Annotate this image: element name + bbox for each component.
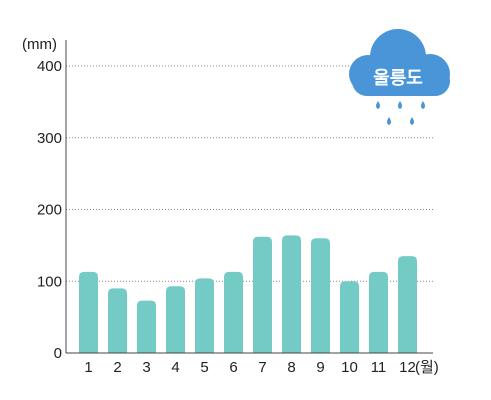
raindrops-icon [376,101,425,125]
x-unit-label: (월) [415,359,439,376]
x-tick-label: 8 [287,359,295,376]
cloud-icon [349,29,450,96]
y-tick-label: 100 [37,273,62,290]
bar-month-10 [340,281,359,353]
y-unit-label: (mm) [22,36,57,53]
bar-month-9 [311,238,330,353]
x-tick-label: 10 [341,359,358,376]
bar-month-6 [224,271,243,353]
x-tick-label: 4 [171,359,179,376]
y-tick-labels: 0 100 200 300 400 [37,58,62,362]
x-tick-label: 9 [316,359,324,376]
region-label: 울릉도 [373,68,423,89]
x-tick-label: 12 [399,359,416,376]
bar-month-12 [398,256,417,353]
y-tick-label: 0 [54,345,62,362]
bar-month-3 [137,300,156,353]
x-tick-label: 2 [113,359,121,376]
y-tick-label: 400 [37,58,62,75]
bars [79,235,417,353]
y-tick-label: 300 [37,130,62,147]
gridlines [66,65,433,282]
y-tick-label: 200 [37,202,62,219]
bar-month-4 [166,286,185,353]
x-tick-label: 5 [200,359,208,376]
x-tick-labels: 1 2 3 4 5 6 7 8 9 10 11 12 [84,359,416,376]
bar-month-1 [79,271,98,353]
x-tick-label: 11 [371,359,387,376]
bar-month-5 [195,278,214,353]
x-tick-label: 1 [84,359,92,376]
bar-month-8 [282,235,301,353]
x-tick-label: 7 [258,359,266,376]
bar-month-11 [369,271,388,353]
bar-month-2 [108,288,127,353]
x-tick-label: 6 [229,359,237,376]
rain-cloud-icon: 울릉도 [349,29,450,125]
bar-month-7 [253,236,272,353]
x-tick-label: 3 [142,359,150,376]
